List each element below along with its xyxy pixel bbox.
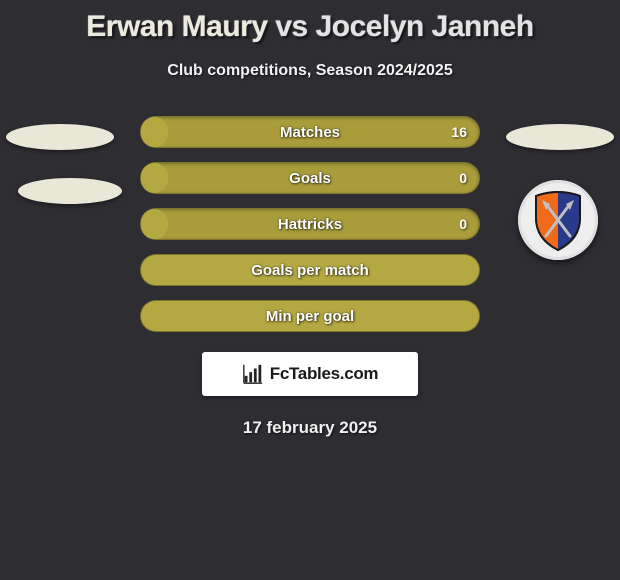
- player1-club-placeholder: [18, 178, 122, 204]
- stat-label: Hattricks: [278, 216, 342, 233]
- branding-text: FcTables.com: [270, 364, 379, 384]
- stat-label: Goals per match: [251, 262, 369, 279]
- stat-bar: Goals per match: [140, 254, 480, 286]
- branding-badge: FcTables.com: [202, 352, 418, 396]
- stat-right-value: 16: [451, 124, 467, 140]
- player2-avatar-placeholder: [506, 124, 614, 150]
- stat-bar-fill: [141, 209, 168, 239]
- stat-bar: Hattricks 0: [140, 208, 480, 240]
- vs-label: vs: [275, 10, 307, 43]
- stat-label: Matches: [280, 124, 340, 141]
- player2-name: Jocelyn Janneh: [316, 10, 534, 43]
- stat-bar: Goals 0: [140, 162, 480, 194]
- footer-date: 17 february 2025: [0, 418, 620, 438]
- subtitle: Club competitions, Season 2024/2025: [0, 62, 620, 80]
- player1-avatar-placeholder: [6, 124, 114, 150]
- stat-bar-fill: [141, 117, 168, 147]
- stat-label: Min per goal: [266, 308, 354, 325]
- barchart-icon: [242, 363, 264, 385]
- stat-bar: Min per goal: [140, 300, 480, 332]
- stat-bar: Matches 16: [140, 116, 480, 148]
- player2-club-badge: [518, 180, 598, 260]
- stat-bar-fill: [141, 163, 168, 193]
- comparison-title: Erwan Maury vs Jocelyn Janneh: [0, 0, 620, 44]
- stat-label: Goals: [289, 170, 331, 187]
- player1-name: Erwan Maury: [86, 10, 267, 43]
- stat-right-value: 0: [459, 216, 467, 232]
- stat-right-value: 0: [459, 170, 467, 186]
- shield-icon: [526, 188, 590, 252]
